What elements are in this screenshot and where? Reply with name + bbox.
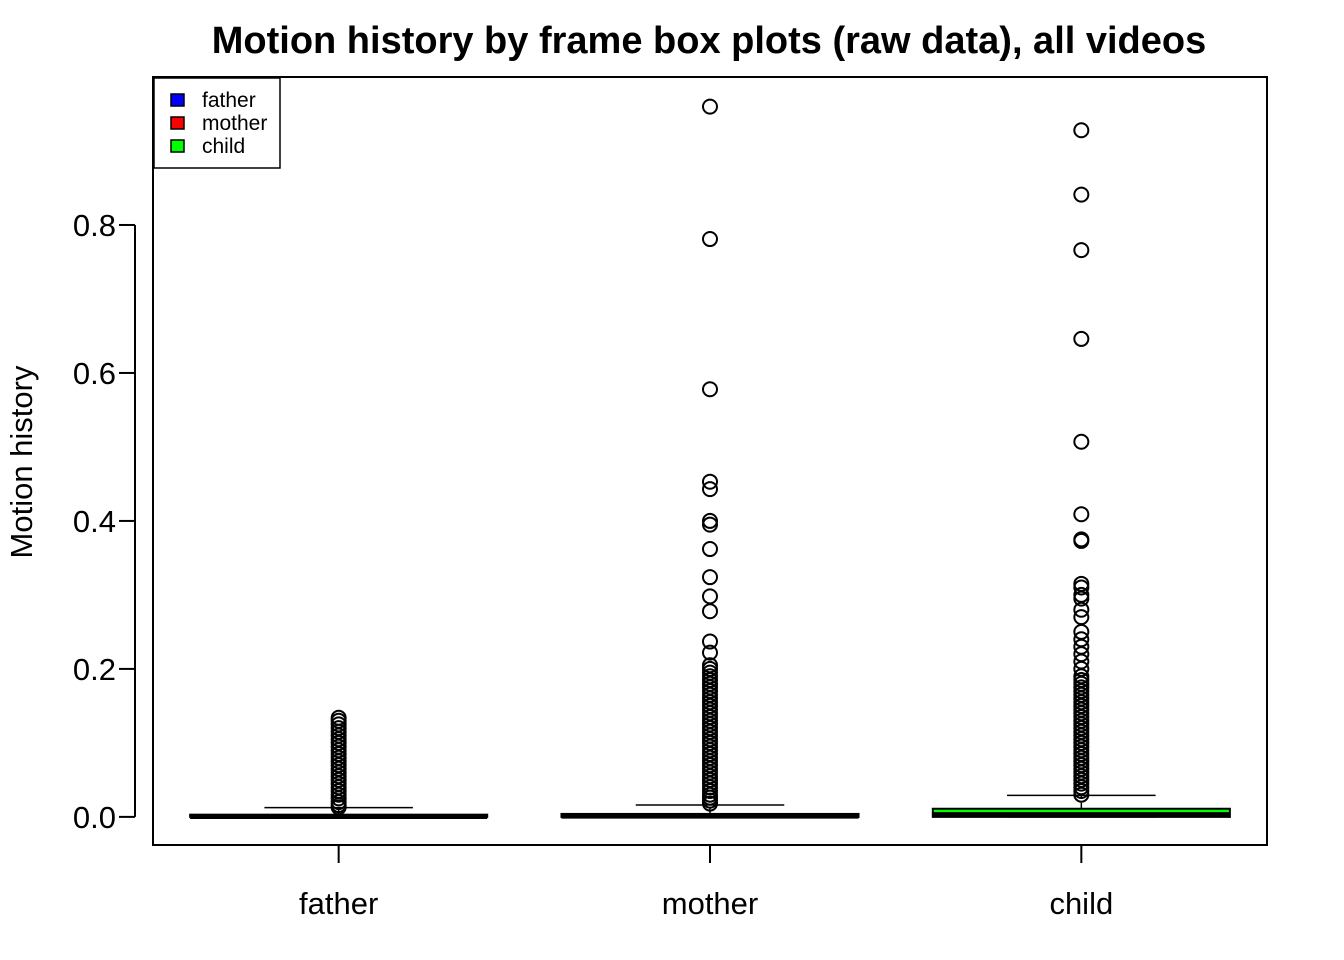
x-tick-label: child (1049, 886, 1113, 921)
legend-label: mother (202, 112, 267, 135)
box-father (189, 709, 489, 820)
outlier-point (1073, 575, 1090, 592)
x-tick-label: mother (662, 886, 758, 921)
outlier-point (702, 512, 718, 529)
outlier-point (702, 481, 718, 498)
outlier-point (702, 569, 718, 586)
box-mother (560, 98, 860, 819)
outlier-point (1073, 609, 1090, 626)
y-tick-label: 0.6 (73, 356, 116, 391)
outlier-point (1073, 531, 1090, 548)
outlier-point (1073, 433, 1090, 450)
outlier-point (702, 98, 718, 115)
outlier-point (702, 588, 718, 605)
y-tick-label: 0.4 (73, 504, 116, 539)
legend-label: father (202, 89, 256, 112)
outlier-point (702, 603, 718, 620)
outlier-point (1073, 586, 1090, 603)
plot-frame (152, 76, 1268, 846)
legend-swatch (170, 139, 185, 153)
outlier-point (1073, 186, 1090, 203)
outlier-point (330, 709, 347, 726)
y-tick-label: 0.2 (73, 652, 116, 687)
box-child (931, 122, 1231, 818)
legend-swatch (170, 93, 185, 107)
outlier-point (1073, 242, 1090, 259)
outlier-point (702, 644, 718, 661)
outlier-point (1073, 506, 1090, 523)
outlier-point (702, 381, 718, 398)
legend-swatch (170, 116, 185, 130)
outlier-point (1073, 330, 1090, 347)
x-tick-label: father (299, 886, 378, 921)
outlier-point (702, 231, 718, 248)
outlier-point (1073, 631, 1090, 648)
outlier-point (702, 657, 718, 674)
y-axis-label: Motion history (4, 365, 39, 558)
outlier-point (702, 633, 718, 650)
legend-label: child (202, 135, 245, 158)
y-tick-label: 0.0 (73, 800, 116, 835)
y-tick-label: 0.8 (73, 208, 116, 243)
outlier-point (702, 541, 718, 558)
outlier-point (1073, 122, 1090, 139)
outlier-point (702, 473, 718, 490)
chart-title: Motion history by frame box plots (raw d… (212, 20, 1207, 62)
